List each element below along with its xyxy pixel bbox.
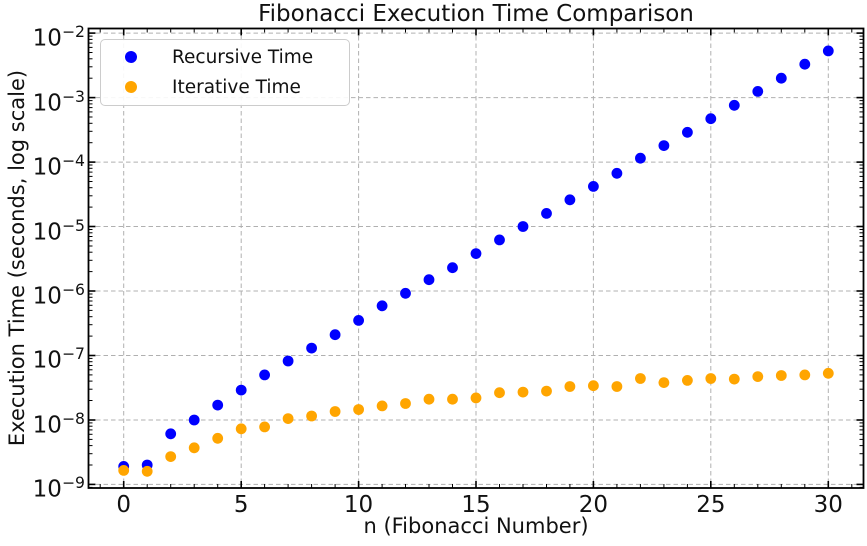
y-tick-label: 10−7: [32, 344, 85, 375]
x-tick-label: 15: [461, 492, 491, 518]
x-tick-label: 25: [696, 492, 726, 518]
x-tick-label: 0: [116, 492, 132, 518]
y-axis-label: Execution Time (seconds, log scale): [5, 69, 29, 447]
x-tick-label: 20: [578, 492, 609, 518]
legend-label-iterative: Iterative Time: [172, 76, 301, 98]
y-tick-label: 10−8: [32, 408, 85, 439]
x-axis-label: n (Fibonacci Number): [363, 514, 589, 538]
legend-item-iterative: Iterative Time: [101, 72, 349, 102]
y-tick-label: 10−5: [32, 215, 85, 246]
iterative-series: [118, 367, 834, 477]
y-tick-label: 10−6: [32, 280, 85, 310]
legend-item-recursive: Recursive Time: [101, 42, 349, 72]
x-tick-label: 5: [233, 492, 249, 518]
y-tick-label: 10−9: [32, 473, 85, 504]
iterative-marker-icon: [125, 81, 137, 93]
legend: Recursive Time Iterative Time: [100, 39, 350, 106]
y-tick-label: 10−2: [32, 22, 85, 52]
legend-label-recursive: Recursive Time: [172, 46, 314, 68]
chart-title: Fibonacci Execution Time Comparison: [258, 1, 694, 27]
y-tick-label: 10−4: [32, 151, 85, 181]
axis-ticks: [88, 28, 864, 488]
x-tick-label: 30: [813, 492, 843, 518]
x-tick-label: 10: [343, 492, 374, 518]
y-tick-label: 10−3: [32, 86, 85, 117]
recursive-marker-icon: [125, 51, 137, 63]
